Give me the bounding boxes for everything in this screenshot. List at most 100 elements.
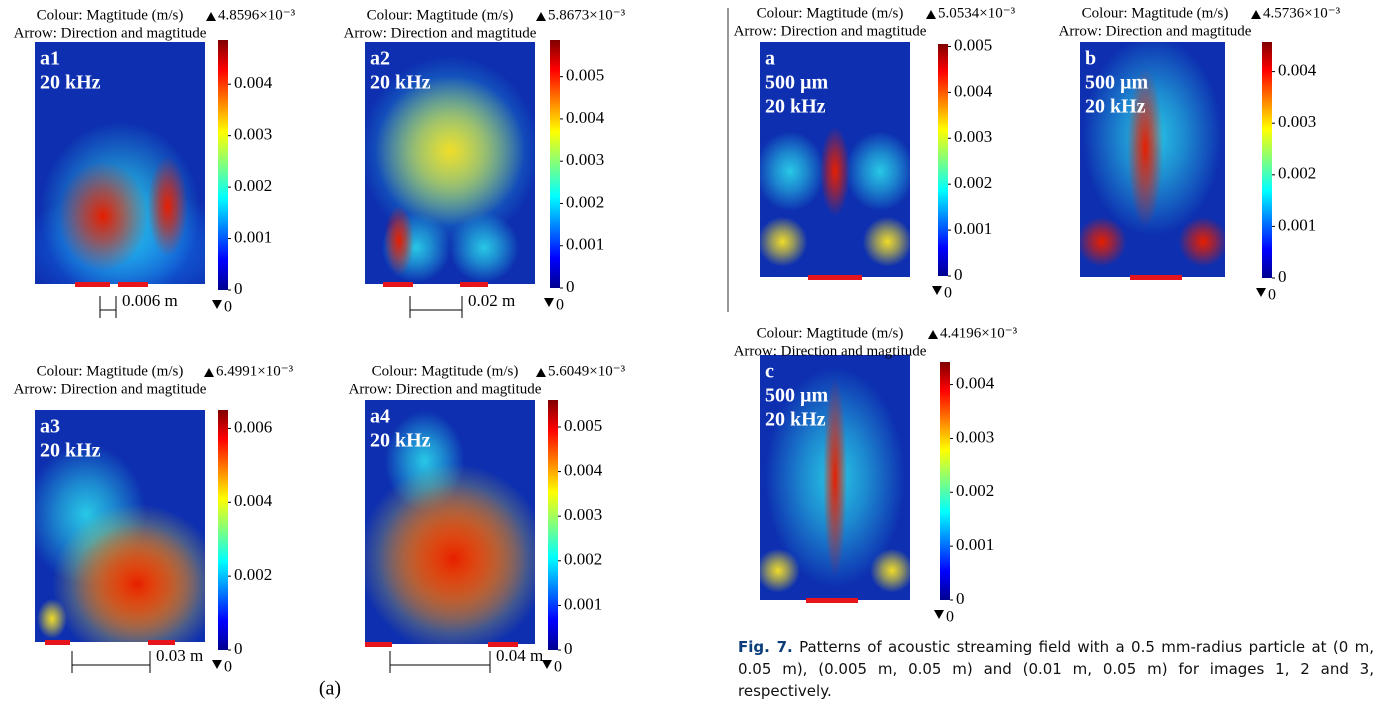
electrode	[488, 642, 518, 647]
panel-label: a	[765, 48, 775, 70]
colorbar	[218, 410, 228, 650]
max-label: 5.6049×10⁻³	[548, 363, 626, 379]
min-marker	[542, 660, 552, 669]
min-marker	[1256, 288, 1266, 297]
colour-header: Arrow: Direction and magtitude	[14, 25, 207, 41]
min-label: 0	[944, 285, 952, 302]
panel-label: 20 kHz	[40, 440, 101, 462]
max-marker	[536, 368, 546, 377]
colorbar-tick-label: 0.002	[956, 481, 994, 500]
colorbar-tick-label: 0.002	[234, 176, 272, 195]
colour-header: Arrow: Direction and magtitude	[344, 25, 537, 41]
min-label: 0	[556, 297, 564, 314]
max-label: 4.5736×10⁻³	[1263, 5, 1341, 21]
colorbar-tick-label: 0.002	[1278, 164, 1316, 183]
min-marker	[932, 286, 942, 295]
colorbar-tick-label: 0.005	[954, 35, 992, 54]
max-label: 5.8673×10⁻³	[548, 7, 626, 23]
colorbar-tick-label: 0.003	[566, 150, 604, 169]
colorbar-tick-label: 0	[566, 277, 575, 296]
streaming-field	[35, 42, 205, 284]
min-label: 0	[224, 299, 232, 316]
colour-header: Arrow: Direction and magtitude	[734, 23, 927, 39]
electrode	[148, 640, 175, 645]
colorbar	[940, 362, 950, 600]
caption-text: Patterns of acoustic streaming field wit…	[738, 638, 1374, 700]
colorbar-tick-label: 0.004	[1278, 61, 1317, 80]
colour-header: Colour: Magtitude (m/s)	[372, 363, 519, 379]
colorbar-tick-label: 0.003	[564, 505, 602, 524]
dimension-label: 0.02 m	[468, 291, 515, 310]
electrode	[808, 275, 862, 280]
panel-label: 500 µm	[765, 385, 829, 407]
max-marker	[928, 330, 938, 339]
max-label: 6.4991×10⁻³	[216, 363, 294, 379]
max-marker	[204, 368, 214, 377]
colorbar-tick-label: 0.003	[956, 427, 994, 446]
panel-label: 20 kHz	[765, 96, 826, 118]
panel-label: a2	[370, 48, 390, 70]
colorbar-tick-label: 0.001	[956, 535, 994, 554]
colorbar-tick-label: 0.003	[234, 125, 272, 144]
caption: Fig. 7. Patterns of acoustic streaming f…	[738, 636, 1374, 702]
colorbar-tick-label: 0.005	[566, 66, 604, 85]
electrode	[75, 282, 110, 287]
colorbar-tick-label: 0.004	[954, 81, 993, 100]
colorbar-tick-label: 0.003	[1278, 112, 1316, 131]
colorbar-tick-label: 0	[234, 279, 243, 298]
max-marker	[206, 12, 216, 21]
panel-label: 20 kHz	[765, 409, 826, 431]
colorbar-tick-label: 0	[564, 639, 573, 658]
electrode	[460, 282, 488, 287]
panel-label: 20 kHz	[370, 72, 431, 94]
min-marker	[934, 610, 944, 619]
max-marker	[1251, 10, 1261, 19]
colorbar-tick-label: 0.004	[234, 491, 273, 510]
colour-header: Arrow: Direction and magtitude	[734, 343, 927, 359]
min-label: 0	[554, 659, 562, 676]
panel-label: a1	[40, 48, 60, 70]
colorbar-tick-label: 0.001	[954, 219, 992, 238]
panel-label: a4	[370, 406, 390, 428]
min-marker	[212, 660, 222, 669]
electrode	[383, 282, 413, 287]
streaming-field	[760, 42, 910, 277]
colour-header: Colour: Magtitude (m/s)	[1082, 5, 1229, 21]
colorbar-tick-label: 0.004	[234, 73, 273, 92]
streaming-field	[35, 410, 205, 642]
streaming-field	[365, 400, 535, 644]
max-label: 4.4196×10⁻³	[940, 325, 1018, 341]
streaming-field	[760, 355, 910, 600]
colorbar-tick-label: 0.004	[566, 108, 605, 127]
colorbar-tick-label: 0.001	[566, 235, 604, 254]
colorbar-tick-label: 0.002	[234, 565, 272, 584]
panel-label: 500 µm	[1085, 72, 1149, 94]
colorbar	[218, 40, 228, 290]
panel-label: b	[1085, 48, 1096, 70]
min-label: 0	[224, 659, 232, 676]
colorbar-tick-label: 0.002	[564, 550, 602, 569]
max-marker	[926, 10, 936, 19]
colorbar-tick-label: 0.002	[566, 192, 604, 211]
electrode	[1130, 275, 1182, 280]
dimension-label: 0.04 m	[496, 646, 543, 665]
panel-label: 20 kHz	[40, 72, 101, 94]
electrode	[45, 640, 70, 645]
colour-header: Colour: Magtitude (m/s)	[757, 5, 904, 21]
min-marker	[544, 298, 554, 307]
dimension-label: 0.03 m	[156, 646, 203, 665]
panel-label: 500 µm	[765, 72, 829, 94]
colorbar-tick-label: 0.001	[564, 594, 602, 613]
colorbar-tick-label: 0.003	[954, 127, 992, 146]
colour-header: Arrow: Direction and magtitude	[14, 381, 207, 397]
colorbar-tick-label: 0.001	[1278, 215, 1316, 234]
min-marker	[212, 300, 222, 309]
colour-header: Colour: Magtitude (m/s)	[37, 363, 184, 379]
colorbar-tick-label: 0.002	[954, 173, 992, 192]
electrode	[118, 282, 148, 287]
colour-header: Colour: Magtitude (m/s)	[367, 7, 514, 23]
colour-header: Colour: Magtitude (m/s)	[757, 325, 904, 341]
streaming-field	[365, 42, 535, 284]
panel-label: c	[765, 361, 774, 383]
